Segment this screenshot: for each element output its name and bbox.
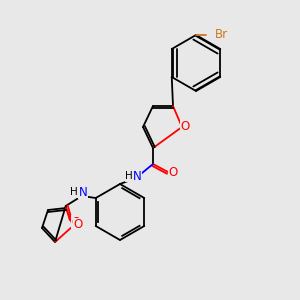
Text: N: N <box>78 185 87 199</box>
Text: O: O <box>180 121 190 134</box>
Text: O: O <box>74 218 82 232</box>
Text: O: O <box>71 215 80 229</box>
Text: H: H <box>70 187 78 197</box>
Text: H: H <box>125 171 133 181</box>
Text: Br: Br <box>215 28 228 41</box>
Text: O: O <box>168 167 178 179</box>
Text: N: N <box>133 169 141 182</box>
